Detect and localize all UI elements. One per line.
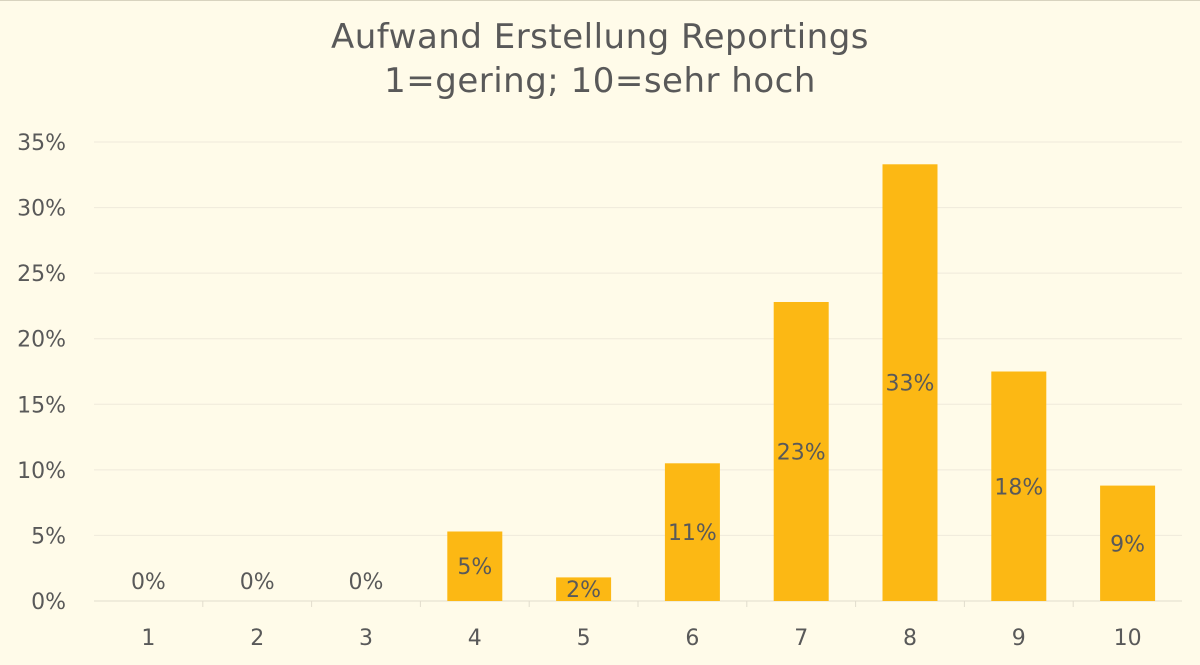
y-axis-ticks: 0% 5% 10% 15% 20% 25% 30% 35% xyxy=(17,131,66,615)
bar-8 xyxy=(882,164,938,601)
bar-10 xyxy=(1100,485,1156,601)
chart-subtitle: 1=gering; 10=sehr hoch xyxy=(384,61,816,101)
data-labels: 0% 0% 0% 5% 2% 11% 23% 33% 18% 9% xyxy=(131,372,1145,604)
x-tick-label: 8 xyxy=(903,626,917,651)
y-tick-label: 0% xyxy=(31,590,66,615)
bar-4 xyxy=(447,531,503,601)
data-label-1: 0% xyxy=(131,570,166,595)
x-tick-label: 1 xyxy=(141,626,155,651)
chart-title: Aufwand Erstellung Reportings xyxy=(330,17,870,57)
y-tick-label: 5% xyxy=(31,524,66,549)
data-label-4: 5% xyxy=(457,555,492,580)
data-label-5: 2% xyxy=(566,578,601,603)
x-tick-label: 5 xyxy=(577,626,591,651)
y-tick-label: 25% xyxy=(17,262,66,287)
data-label-2: 0% xyxy=(240,570,275,595)
bars xyxy=(447,164,1156,601)
y-tick-label: 20% xyxy=(17,328,66,353)
y-tick-label: 30% xyxy=(17,197,66,222)
data-label-7: 23% xyxy=(777,440,826,465)
bar-7 xyxy=(773,301,829,601)
x-tick-label: 4 xyxy=(468,626,482,651)
data-label-3: 0% xyxy=(349,570,384,595)
y-tick-label: 10% xyxy=(17,459,66,484)
x-axis-ticks: 1 2 3 4 5 6 7 8 9 10 xyxy=(141,626,1141,651)
data-label-8: 33% xyxy=(886,372,935,397)
data-label-9: 18% xyxy=(994,475,1043,500)
x-tick-label: 2 xyxy=(250,626,264,651)
x-tick-label: 10 xyxy=(1114,626,1142,651)
bar-6 xyxy=(664,463,720,601)
x-tick-label: 6 xyxy=(685,626,699,651)
bar-5 xyxy=(556,577,612,601)
x-tick-label: 7 xyxy=(794,626,808,651)
bar-9 xyxy=(991,371,1047,601)
x-tick-label: 3 xyxy=(359,626,373,651)
y-tick-label: 15% xyxy=(17,393,66,418)
chart-title-block: Aufwand Erstellung Reportings 1=gering; … xyxy=(0,15,1200,103)
x-tick-label: 9 xyxy=(1012,626,1026,651)
y-tick-label: 35% xyxy=(17,131,66,156)
data-label-6: 11% xyxy=(668,521,717,546)
data-label-10: 9% xyxy=(1110,532,1145,557)
